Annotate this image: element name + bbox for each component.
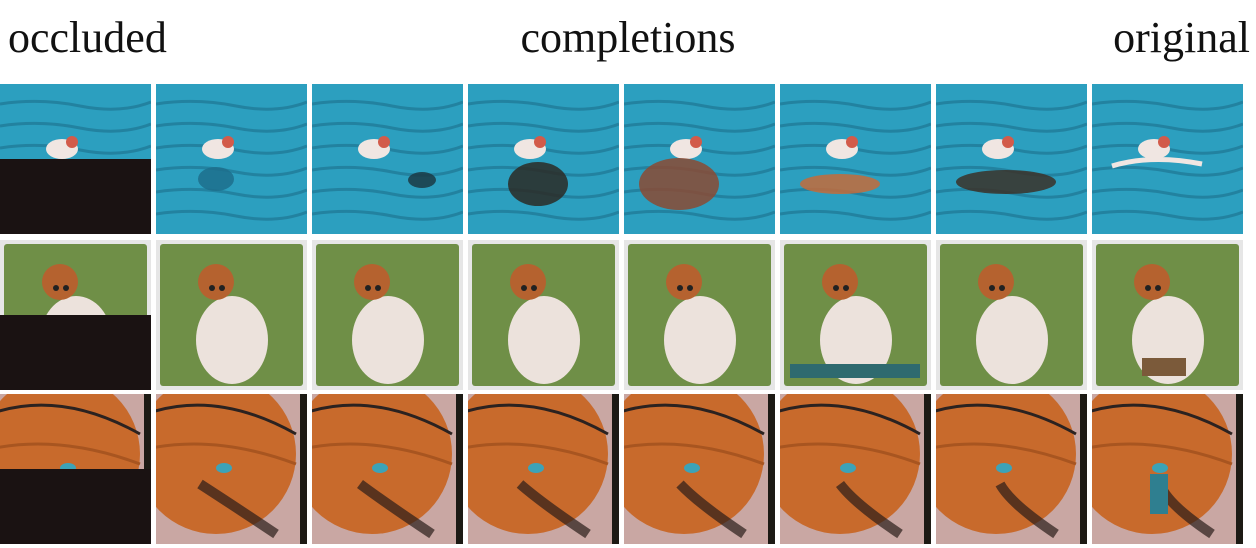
image-tile-row2-completion-4 (624, 240, 775, 390)
image-tile-row2-completion-2 (312, 240, 463, 390)
header-completions: completions (520, 13, 736, 62)
image-tile-row3-completion-6 (936, 394, 1087, 544)
image-tile-row1-completion-1 (156, 84, 307, 234)
image-tile-row2-completion-3 (468, 240, 619, 390)
image-tile-row2-completion-6 (936, 240, 1087, 390)
header-original: original (1113, 13, 1250, 62)
image-tile-row2-completion-1 (156, 240, 307, 390)
image-tile-row3-completion-4 (624, 394, 775, 544)
image-tile-row1-completion-2 (312, 84, 463, 234)
image-tile-row2-completion-5 (780, 240, 931, 390)
image-tile-row2-occluded (0, 240, 151, 390)
image-tile-row3-completion-1 (156, 394, 307, 544)
image-tile-row1-occluded (0, 84, 151, 234)
occlusion-mask (0, 159, 151, 234)
image-tile-row2-original (1092, 240, 1243, 390)
image-tile-row3-completion-5 (780, 394, 931, 544)
image-tile-row3-original (1092, 394, 1243, 544)
occlusion-mask (0, 469, 151, 544)
image-tile-row1-completion-3 (468, 84, 619, 234)
occlusion-mask (0, 315, 151, 390)
image-tile-row1-original (1092, 84, 1243, 234)
image-tile-row3-completion-3 (468, 394, 619, 544)
image-tile-row1-completion-5 (780, 84, 931, 234)
image-tile-row3-occluded (0, 394, 151, 544)
image-tile-row1-completion-6 (936, 84, 1087, 234)
image-tile-row1-completion-4 (624, 84, 775, 234)
header-occluded: occluded (8, 13, 167, 62)
image-tile-row3-completion-2 (312, 394, 463, 544)
